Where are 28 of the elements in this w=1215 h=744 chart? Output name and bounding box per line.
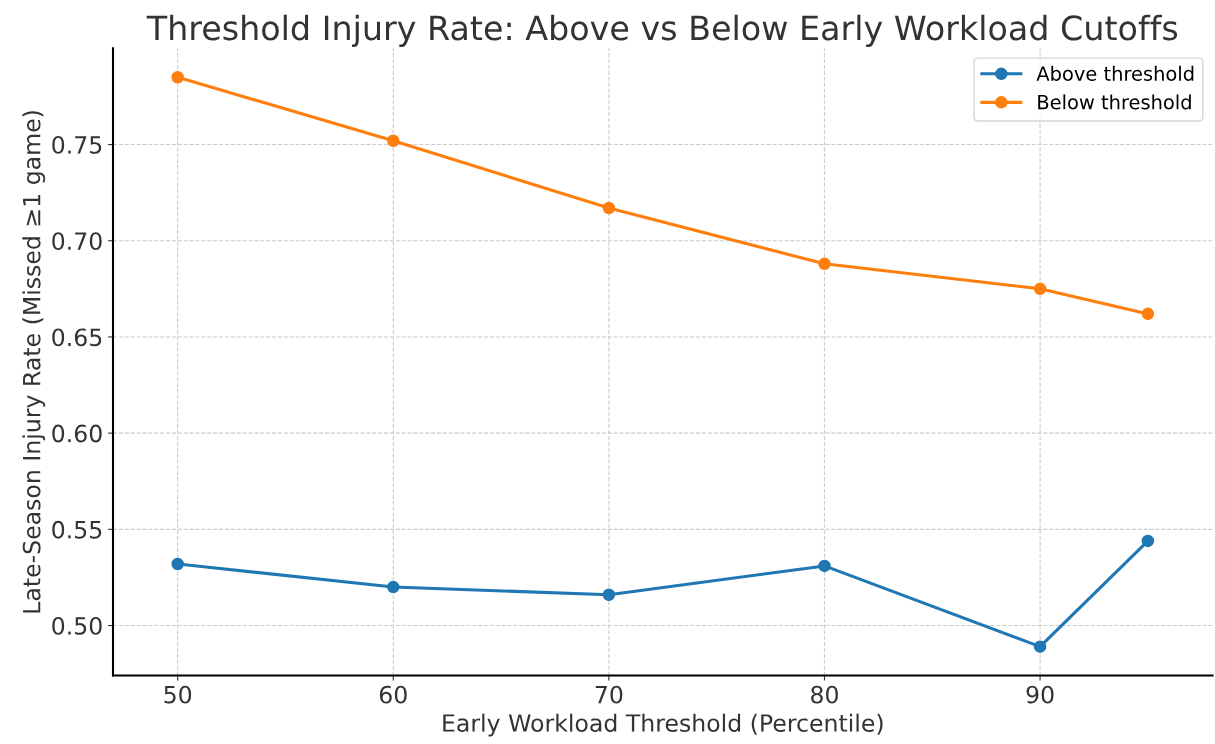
- chart-title: Threshold Injury Rate: Above vs Below Early Workload Cutoffs: [146, 14, 1178, 47]
- point: [387, 134, 400, 147]
- y-tick-label: 0.65: [52, 328, 102, 347]
- x-tick-label: 80: [811, 685, 838, 704]
- x-tick-label: 50: [164, 685, 192, 704]
- legend-label: Above threshold: [1036, 65, 1194, 81]
- y-axis-title: Late-Season Injury Rate (Missed ≥1 game): [22, 111, 46, 613]
- point: [171, 557, 184, 571]
- point: [387, 580, 400, 594]
- point: [602, 588, 616, 601]
- y-tick-label: 0.75: [52, 136, 102, 154]
- point: [171, 70, 184, 84]
- legend-label: Below threshold: [1038, 94, 1191, 110]
- x-axis-title: Early Workload Threshold (Percentile): [443, 713, 883, 737]
- y-tick-label: 0.60: [52, 424, 102, 443]
- x-tick-label: 90: [1026, 685, 1054, 704]
- y-tick-label: 0.50: [52, 616, 102, 635]
- y-tick-label: 0.70: [52, 232, 102, 251]
- point: [1141, 534, 1155, 548]
- x-tick-label: 70: [595, 685, 623, 704]
- point: [1033, 282, 1047, 296]
- point: [602, 201, 616, 215]
- y-tick-label: 0.55: [52, 520, 102, 539]
- x-tick-label: 60: [379, 685, 407, 704]
- point: [818, 257, 831, 271]
- point: [818, 559, 831, 573]
- point: [1141, 307, 1155, 321]
- point: [1033, 640, 1047, 653]
